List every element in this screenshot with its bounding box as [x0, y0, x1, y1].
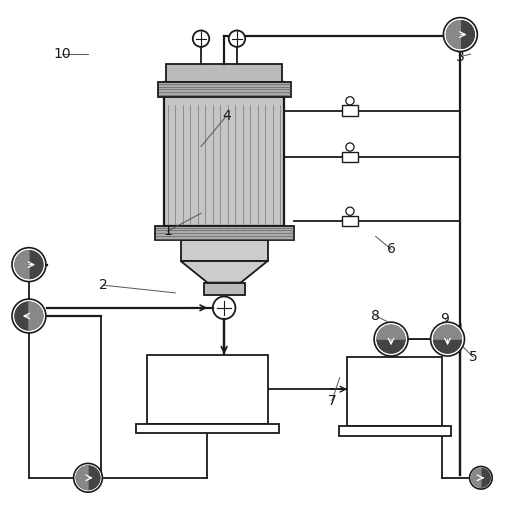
Bar — [348, 357, 442, 427]
Text: 5: 5 — [469, 350, 477, 364]
Text: 1: 1 — [163, 224, 172, 238]
Bar — [166, 64, 282, 83]
Circle shape — [193, 31, 209, 47]
Polygon shape — [460, 21, 474, 48]
Circle shape — [374, 322, 408, 356]
Bar — [181, 240, 268, 261]
Polygon shape — [447, 21, 460, 48]
Circle shape — [447, 21, 474, 48]
Polygon shape — [434, 325, 461, 339]
Bar — [136, 424, 279, 433]
Bar — [342, 105, 357, 116]
Polygon shape — [181, 261, 268, 283]
Circle shape — [431, 322, 465, 356]
Polygon shape — [434, 339, 461, 353]
Circle shape — [346, 207, 354, 215]
Polygon shape — [29, 251, 43, 279]
Bar — [342, 216, 357, 226]
Circle shape — [470, 467, 492, 489]
Circle shape — [443, 18, 477, 51]
Circle shape — [472, 469, 490, 487]
Bar — [342, 152, 357, 162]
Text: 10: 10 — [54, 47, 71, 61]
Circle shape — [229, 31, 245, 47]
Polygon shape — [15, 251, 29, 279]
Bar — [147, 354, 268, 424]
Polygon shape — [377, 339, 405, 353]
Text: 4: 4 — [222, 108, 231, 122]
Bar — [154, 226, 294, 240]
Polygon shape — [472, 469, 481, 487]
Polygon shape — [481, 469, 490, 487]
Text: 9: 9 — [440, 311, 450, 325]
Circle shape — [15, 302, 43, 330]
Circle shape — [15, 251, 43, 279]
Bar — [164, 83, 284, 226]
Circle shape — [74, 463, 102, 492]
Circle shape — [346, 97, 354, 105]
Bar — [339, 427, 451, 435]
Circle shape — [76, 466, 100, 489]
Polygon shape — [377, 325, 405, 339]
Polygon shape — [15, 302, 29, 330]
Bar — [203, 283, 245, 295]
Circle shape — [12, 248, 46, 282]
Circle shape — [434, 325, 461, 353]
Circle shape — [377, 325, 405, 353]
Polygon shape — [76, 466, 88, 489]
Text: 7: 7 — [328, 394, 336, 408]
Circle shape — [346, 143, 354, 151]
Polygon shape — [29, 302, 43, 330]
Text: 3: 3 — [456, 50, 465, 64]
Bar — [158, 83, 290, 97]
Text: 8: 8 — [371, 309, 380, 323]
Circle shape — [213, 296, 235, 319]
Circle shape — [12, 299, 46, 333]
Polygon shape — [88, 466, 100, 489]
Text: 2: 2 — [99, 278, 108, 292]
Text: 6: 6 — [387, 242, 396, 256]
